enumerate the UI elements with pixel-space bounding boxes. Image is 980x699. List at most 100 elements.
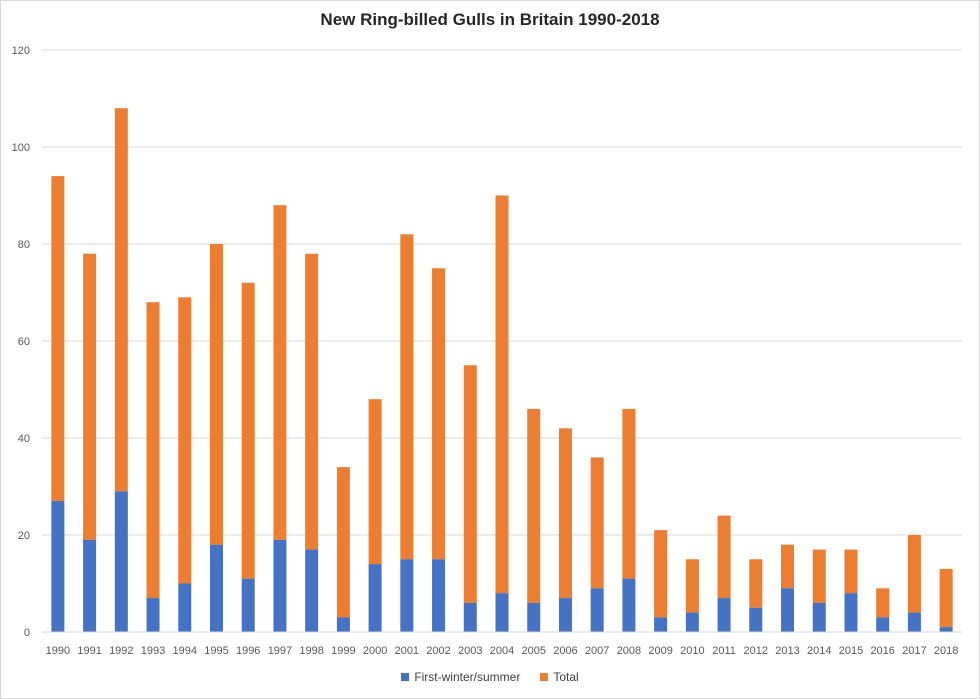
x-tick-label: 2012: [744, 645, 768, 657]
bar-total: [368, 399, 382, 565]
x-tick-label: 1992: [109, 645, 133, 657]
x-tick-label: 1994: [173, 645, 197, 657]
bar-total: [400, 234, 414, 560]
bar-first-winter-summer: [400, 559, 414, 632]
bar-total: [590, 457, 604, 589]
bar-total: [781, 544, 795, 589]
x-tick-label: 2009: [648, 645, 672, 657]
bar-first-winter-summer: [178, 583, 192, 632]
x-tick-label: 1997: [268, 645, 292, 657]
bar-first-winter-summer: [876, 617, 890, 632]
bar-total: [83, 253, 97, 540]
bar-first-winter-summer: [241, 578, 255, 632]
bar-first-winter-summer: [305, 549, 319, 632]
bar-first-winter-summer: [844, 593, 858, 632]
bar-total: [654, 530, 668, 618]
x-tick-label: 1999: [331, 645, 355, 657]
bar-total: [146, 302, 160, 599]
bar-total: [876, 588, 890, 618]
x-tick-label: 2005: [521, 645, 545, 657]
bar-total: [51, 176, 65, 502]
bar-total: [749, 559, 763, 608]
chart-title: New Ring-billed Gulls in Britain 1990-20…: [320, 10, 660, 29]
x-tick-label: 1996: [236, 645, 260, 657]
bar-total: [209, 244, 223, 545]
bar-total: [844, 549, 858, 594]
bar-first-winter-summer: [83, 539, 97, 632]
x-tick-label: 2014: [807, 645, 831, 657]
bar-total: [114, 108, 128, 492]
x-tick-label: 1991: [77, 645, 101, 657]
bar-total: [273, 205, 287, 540]
legend-swatch-first-winter: [401, 673, 410, 681]
x-tick-label: 1993: [141, 645, 165, 657]
y-tick-label: 100: [12, 142, 30, 154]
bar-first-winter-summer: [622, 578, 636, 632]
y-tick-label: 80: [18, 239, 30, 251]
y-tick-label: 120: [12, 45, 30, 57]
bar-total: [812, 549, 826, 603]
bar-first-winter-summer: [654, 617, 668, 632]
y-tick-label: 20: [18, 530, 30, 542]
x-tick-label: 2011: [712, 645, 736, 657]
y-tick-label: 40: [18, 433, 30, 445]
bar-total: [622, 408, 636, 579]
legend: First-winter/summer Total: [0, 670, 980, 684]
bar-first-winter-summer: [717, 598, 731, 632]
bar-total: [305, 253, 319, 550]
y-tick-label: 60: [18, 336, 30, 348]
bar-first-winter-summer: [781, 588, 795, 632]
bar-first-winter-summer: [685, 612, 699, 632]
bar-total: [432, 268, 446, 560]
bar-first-winter-summer: [558, 598, 572, 632]
bar-first-winter-summer: [114, 491, 128, 632]
x-tick-label: 2010: [680, 645, 704, 657]
legend-item-total: Total: [540, 670, 579, 684]
x-tick-label: 2018: [934, 645, 958, 657]
bar-total: [336, 467, 350, 618]
bar-total: [463, 365, 477, 603]
bar-total: [558, 428, 572, 599]
x-tick-label: 2008: [617, 645, 641, 657]
bar-first-winter-summer: [907, 612, 921, 632]
bar-first-winter-summer: [590, 588, 604, 632]
x-tick-label: 2000: [363, 645, 387, 657]
bar-first-winter-summer: [209, 544, 223, 632]
x-tick-label: 2017: [902, 645, 926, 657]
x-tick-label: 2016: [870, 645, 894, 657]
x-tick-label: 2001: [395, 645, 419, 657]
x-tick-label: 2013: [775, 645, 799, 657]
x-tick-label: 1998: [299, 645, 323, 657]
legend-item-first-winter: First-winter/summer: [401, 670, 520, 684]
x-tick-label: 2015: [839, 645, 863, 657]
x-tick-label: 2006: [553, 645, 577, 657]
bar-total: [241, 282, 255, 579]
bar-first-winter-summer: [939, 627, 953, 632]
x-tick-label: 1995: [204, 645, 228, 657]
bar-first-winter-summer: [463, 602, 477, 632]
y-tick-label: 0: [24, 627, 30, 639]
bar-total: [717, 515, 731, 599]
bar-first-winter-summer: [336, 617, 350, 632]
bar-first-winter-summer: [273, 539, 287, 632]
x-tick-label: 2007: [585, 645, 609, 657]
bar-first-winter-summer: [432, 559, 446, 632]
bar-total: [527, 408, 541, 603]
bar-first-winter-summer: [146, 598, 160, 632]
y-axis-ticks: 0 20 40 60 80 100 120: [12, 45, 30, 639]
bar-total: [178, 297, 192, 584]
bar-first-winter-summer: [527, 602, 541, 632]
legend-label-first-winter: First-winter/summer: [414, 670, 521, 684]
bars: [51, 108, 953, 632]
bar-first-winter-summer: [495, 593, 509, 632]
x-tick-label: 1990: [46, 645, 70, 657]
legend-label-total: Total: [553, 670, 579, 684]
x-tick-label: 2002: [426, 645, 450, 657]
bar-first-winter-summer: [812, 602, 826, 632]
bar-first-winter-summer: [749, 607, 763, 632]
bar-first-winter-summer: [368, 564, 382, 632]
x-tick-label: 2003: [458, 645, 482, 657]
bar-total: [907, 535, 921, 613]
bar-total: [495, 195, 509, 594]
